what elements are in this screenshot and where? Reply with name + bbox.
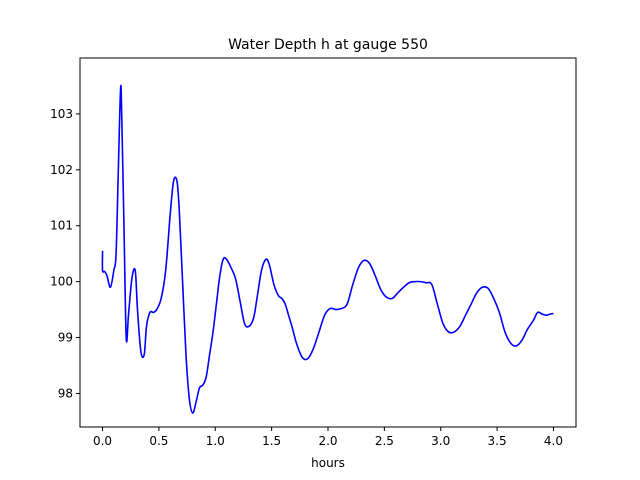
x-tick-label: 1.5 [262,434,281,448]
chart-title: Water Depth h at gauge 550 [228,37,428,53]
x-tick-label: 2.5 [375,434,394,448]
y-tick-label: 99 [58,331,73,345]
y-tick-label: 100 [50,275,73,289]
x-tick-label: 0.0 [93,434,112,448]
x-tick-label: 4.0 [544,434,563,448]
x-tick-label: 3.0 [431,434,450,448]
x-axis: 0.0 0.5 1.0 1.5 2.0 2.5 3.0 3.5 4.0 [93,427,563,448]
x-tick-label: 3.5 [488,434,507,448]
y-tick-label: 98 [58,386,73,400]
x-tick-label: 2.0 [318,434,337,448]
series-layer [101,84,554,414]
y-tick-label: 102 [50,163,73,177]
series-line-water-depth [101,84,554,414]
x-tick-label: 1.0 [206,434,225,448]
y-tick-label: 101 [50,219,73,233]
y-axis: 98 99 100 101 102 103 [50,107,80,400]
x-axis-label: hours [311,456,345,470]
x-tick-label: 0.5 [149,434,168,448]
plot-area [79,57,577,428]
y-tick-label: 103 [50,107,73,121]
